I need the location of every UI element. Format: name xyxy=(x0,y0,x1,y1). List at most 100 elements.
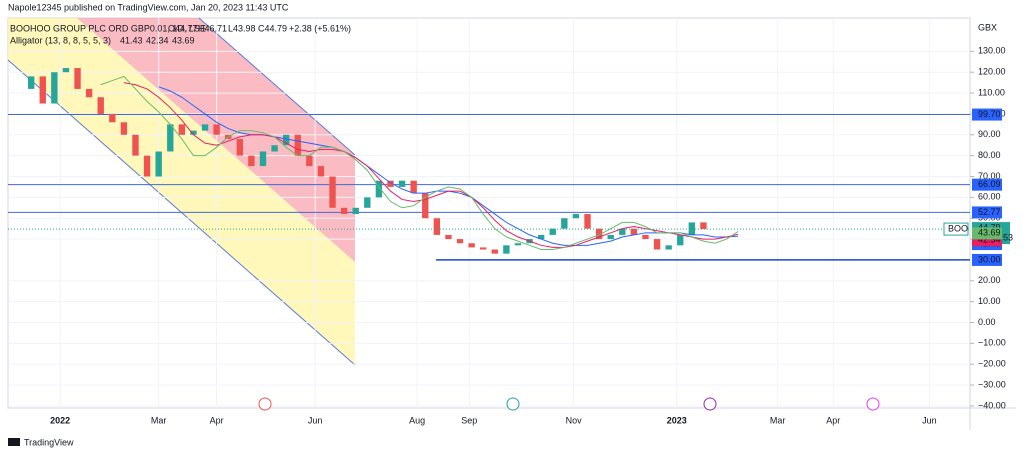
candle-body xyxy=(468,243,475,248)
channel-lower xyxy=(8,18,355,365)
candle-body xyxy=(352,207,359,215)
earnings-marker[interactable] xyxy=(258,397,272,411)
candle-body xyxy=(97,97,104,114)
candle-body xyxy=(561,218,568,229)
x-tick-label: Jun xyxy=(922,415,937,425)
y-tick-label: 130.00 xyxy=(978,46,1006,56)
candle-body xyxy=(62,68,70,73)
y-tick-label: −30.00 xyxy=(978,379,1006,389)
y-tick-label: −20.00 xyxy=(978,359,1006,369)
candle-body xyxy=(190,130,197,135)
y-tick-label: 110.00 xyxy=(978,87,1005,97)
x-tick-label: Aug xyxy=(409,415,425,425)
y-tick-label: 10.00 xyxy=(978,296,1001,306)
candle-body xyxy=(306,155,313,167)
publisher: Napole12345 published on TradingView.com… xyxy=(8,2,289,12)
candle-body xyxy=(178,124,186,135)
candle-body xyxy=(572,214,580,219)
level-badge xyxy=(972,178,1002,191)
candle-body xyxy=(642,234,649,240)
candle-body xyxy=(619,228,626,235)
indicator-badge-label: 42.34 xyxy=(978,235,1001,245)
candle-body xyxy=(236,138,243,156)
candle-body xyxy=(294,134,301,156)
x-tick-label: Jun xyxy=(308,415,323,425)
candle-body xyxy=(167,124,174,152)
earnings-marker[interactable] xyxy=(506,397,520,411)
candle-body xyxy=(271,145,278,152)
currency: GBX xyxy=(978,22,997,32)
candle-body xyxy=(549,228,556,235)
candle-body xyxy=(375,180,383,198)
level-label: 99.70 xyxy=(978,109,1001,119)
x-tick-label: Mar xyxy=(770,415,786,425)
candle-body xyxy=(537,234,545,240)
alligator-line xyxy=(123,82,739,248)
x-tick-label: Mar xyxy=(151,415,167,425)
candle-body xyxy=(595,228,603,240)
y-tick-label: 20.00 xyxy=(978,275,1001,285)
candle-body xyxy=(259,151,267,167)
indicator-title: Alligator (13, 8, 8, 5, 5, 3) xyxy=(10,35,111,45)
candle-body xyxy=(213,124,220,135)
candle-body xyxy=(398,180,406,187)
candle-body xyxy=(491,249,498,254)
candle-body xyxy=(155,151,162,177)
candle-body xyxy=(688,222,696,235)
candle-body xyxy=(503,245,510,254)
x-tick-label: 2023 xyxy=(667,415,687,425)
symbol-label: BOO xyxy=(948,223,968,233)
candle-body xyxy=(584,214,591,229)
level-badge xyxy=(972,108,1002,121)
indicator-badge xyxy=(972,227,1002,240)
candle-body xyxy=(700,222,707,230)
candle-body xyxy=(630,228,638,235)
level-badge xyxy=(972,253,1002,266)
candle-body xyxy=(248,155,255,167)
x-tick-label: Apr xyxy=(826,415,840,425)
indicator-value: 43.69 xyxy=(172,35,195,45)
channel-line xyxy=(198,17,356,156)
candle-body xyxy=(677,234,684,246)
event-markers xyxy=(258,397,880,411)
level-label: 30.00 xyxy=(978,254,1001,264)
candle-body xyxy=(201,124,209,131)
candle-body xyxy=(143,155,151,177)
candle-body xyxy=(607,234,614,240)
split-marker[interactable] xyxy=(703,397,717,411)
candle-body xyxy=(317,166,325,177)
ohlc: H46.71 xyxy=(198,23,227,33)
ohlc: O44.77 xyxy=(168,23,198,33)
logo-icon xyxy=(8,438,20,446)
y-tick-label: 60.00 xyxy=(978,192,1001,202)
level-label: 66.09 xyxy=(978,179,1001,189)
y-tick-label: 120.00 xyxy=(978,67,1006,77)
symbol-title: BOOHOO GROUP PLC ORD GBP0.01, 1D, LSE xyxy=(10,23,206,33)
indicator-badge-label: 43.69 xyxy=(978,228,1001,238)
candle-body xyxy=(387,180,394,187)
candle-body xyxy=(456,239,464,244)
candle-body xyxy=(132,134,139,156)
candle-body xyxy=(85,88,93,98)
x-tick-label: Nov xyxy=(566,415,583,425)
y-tick-label: 70.00 xyxy=(978,171,1001,181)
channel-upper xyxy=(77,18,355,262)
symbol-badge xyxy=(943,222,969,236)
alligator-line xyxy=(100,75,739,250)
candle-body xyxy=(109,113,116,123)
candle-body xyxy=(653,239,661,250)
candle-body xyxy=(364,197,371,208)
candle-body xyxy=(422,193,429,219)
candle-body xyxy=(329,176,336,208)
candle-body xyxy=(445,234,452,240)
candle-body xyxy=(340,207,348,215)
candle-body xyxy=(665,245,672,250)
earnings-marker[interactable] xyxy=(866,397,880,411)
x-tick-label: Apr xyxy=(210,415,224,425)
brand: TradingView xyxy=(24,437,74,447)
y-tick-label: 80.00 xyxy=(978,150,1001,160)
ohlc: L43.98 xyxy=(228,23,256,33)
ohlc: +2.38 (+5.61%) xyxy=(289,23,351,33)
ohlc: C44.79 xyxy=(258,23,287,33)
